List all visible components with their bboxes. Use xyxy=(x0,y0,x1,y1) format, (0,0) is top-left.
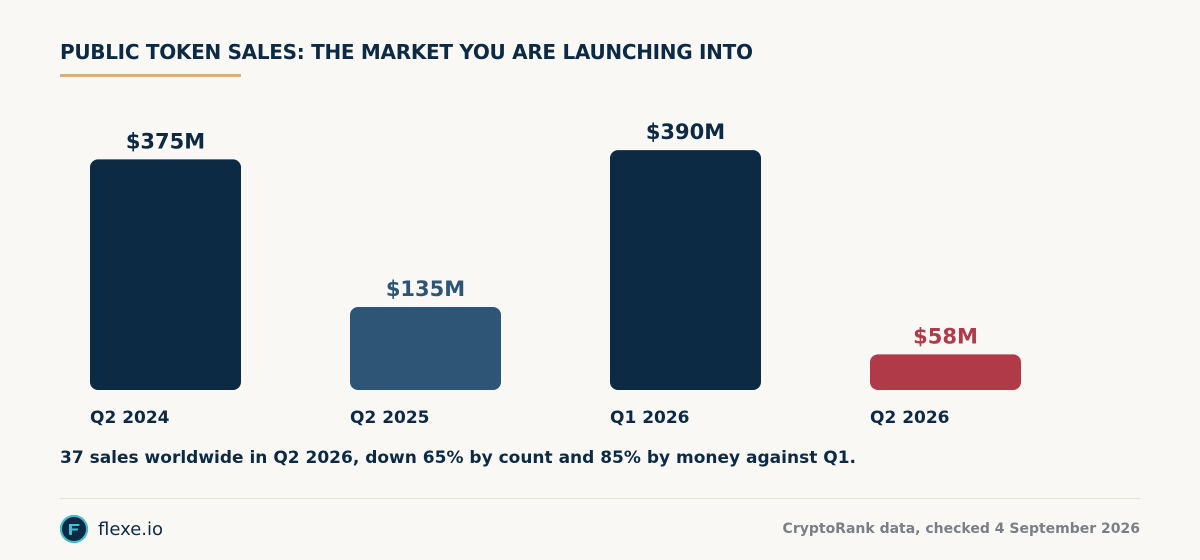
category-label: Q2 2026 xyxy=(870,408,950,428)
category-label: Q2 2024 xyxy=(90,408,170,428)
bar-chart: $375M Q2 2024 $135M Q2 2025 $390M Q1 2026 $58M… xyxy=(90,120,1021,428)
bar-chart-svg: $375M Q2 2024 $135M Q2 2025 $390M Q1 2026 $58M… xyxy=(90,120,1021,428)
flexe-logo-icon xyxy=(60,515,88,543)
brand[interactable]: flexe.io xyxy=(60,514,163,544)
bar-q2-2024 xyxy=(90,159,241,390)
source-note: CryptoRank data, checked 4 September 202… xyxy=(782,521,1140,537)
bar-q2-2026 xyxy=(870,354,1021,390)
bar-value-label: $375M xyxy=(126,129,205,153)
bar-value-label: $135M xyxy=(386,277,465,301)
footer-divider xyxy=(60,498,1140,499)
bar-value-label: $58M xyxy=(913,324,978,348)
brand-name: flexe.io xyxy=(98,518,164,540)
bar-q2-2025 xyxy=(350,306,501,390)
title-underline xyxy=(60,74,241,77)
chart-title: PUBLIC TOKEN SALES: THE MARKET YOU ARE L… xyxy=(60,40,753,64)
category-label: Q1 2026 xyxy=(610,408,690,428)
chart-caption: 37 sales worldwide in Q2 2026, down 65% … xyxy=(60,448,856,468)
bar-value-label: $390M xyxy=(646,120,725,144)
bar-q1-2026 xyxy=(610,150,761,390)
category-label: Q2 2025 xyxy=(350,408,430,428)
